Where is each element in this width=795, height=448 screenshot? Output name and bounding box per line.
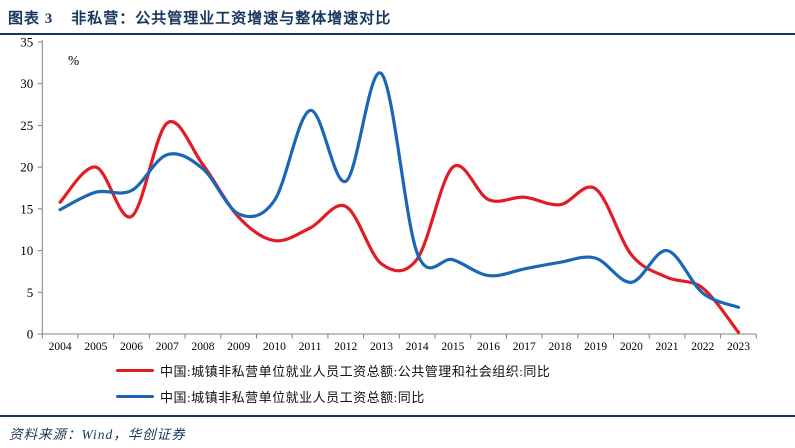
y-tick-label: 15 (20, 201, 33, 216)
x-tick-label: 2013 (370, 341, 393, 353)
x-tick-label: 2011 (299, 341, 322, 353)
data-source: 资料来源：Wind，华创证券 (9, 427, 186, 442)
x-tick-label: 2017 (513, 341, 536, 353)
x-tick-label: 2010 (263, 341, 286, 353)
y-tick-label: 30 (20, 76, 33, 91)
chart-header: 图表 3 非私营：公共管理业工资增速与整体增速对比 (0, 0, 795, 35)
x-tick-label: 2018 (548, 341, 571, 353)
footer-divider (0, 415, 795, 417)
x-tick-label: 2007 (156, 341, 179, 353)
x-tick-label: 2014 (406, 341, 429, 353)
legend-label: 中国:城镇非私营单位就业人员工资总额:公共管理和社会组织:同比 (160, 364, 551, 379)
legend-item-total: 中国:城镇非私营单位就业人员工资总额:同比 (116, 387, 795, 406)
y-tick-label: 35 (20, 35, 33, 50)
y-tick-label: 10 (20, 243, 33, 258)
x-tick-label: 2019 (584, 341, 607, 353)
y-tick-label: 20 (20, 160, 33, 175)
total-wage-growth-line (58, 71, 741, 309)
x-tick-label: 2005 (84, 341, 107, 353)
public-admin-wage-growth-line (58, 119, 741, 334)
x-tick-label: 2023 (727, 341, 750, 353)
x-tick-label: 2016 (477, 341, 500, 353)
chart-legend: 中国:城镇非私营单位就业人员工资总额:公共管理和社会组织:同比 中国:城镇非私营… (116, 361, 795, 406)
x-tick-label: 2021 (656, 341, 679, 353)
legend-label: 中国:城镇非私营单位就业人员工资总额:同比 (160, 390, 425, 405)
x-tick-label: 2012 (334, 341, 357, 353)
x-tick-label: 2009 (227, 341, 250, 353)
wage-growth-line-chart: 0 5 10 15 20 25 30 35 2004 2005 2006 2007 2008 2009 20… (20, 35, 757, 353)
chart-area: 0 5 10 15 20 25 30 35 2004 2005 2006 2007 2008 2009 20… (0, 35, 795, 357)
figure-label: 图表 3 (8, 11, 54, 27)
x-tick-label: 2020 (620, 341, 643, 353)
red-line-swatch (116, 369, 154, 372)
x-tick-label: 2015 (441, 341, 464, 353)
y-tick-label: 0 (27, 327, 34, 342)
blue-line-swatch (116, 395, 154, 398)
x-tick-label: 2006 (120, 341, 143, 353)
y-tick-label: 25 (20, 118, 33, 133)
y-tick-label: 5 (27, 285, 34, 300)
x-tick-label: 2022 (691, 341, 714, 353)
legend-item-public-admin: 中国:城镇非私营单位就业人员工资总额:公共管理和社会组织:同比 (116, 361, 795, 380)
y-axis-unit-label: % (68, 53, 79, 68)
x-tick-label: 2004 (49, 341, 72, 353)
chart-title: 非私营：公共管理业工资增速与整体增速对比 (71, 11, 392, 27)
x-tick-label: 2008 (191, 341, 214, 353)
